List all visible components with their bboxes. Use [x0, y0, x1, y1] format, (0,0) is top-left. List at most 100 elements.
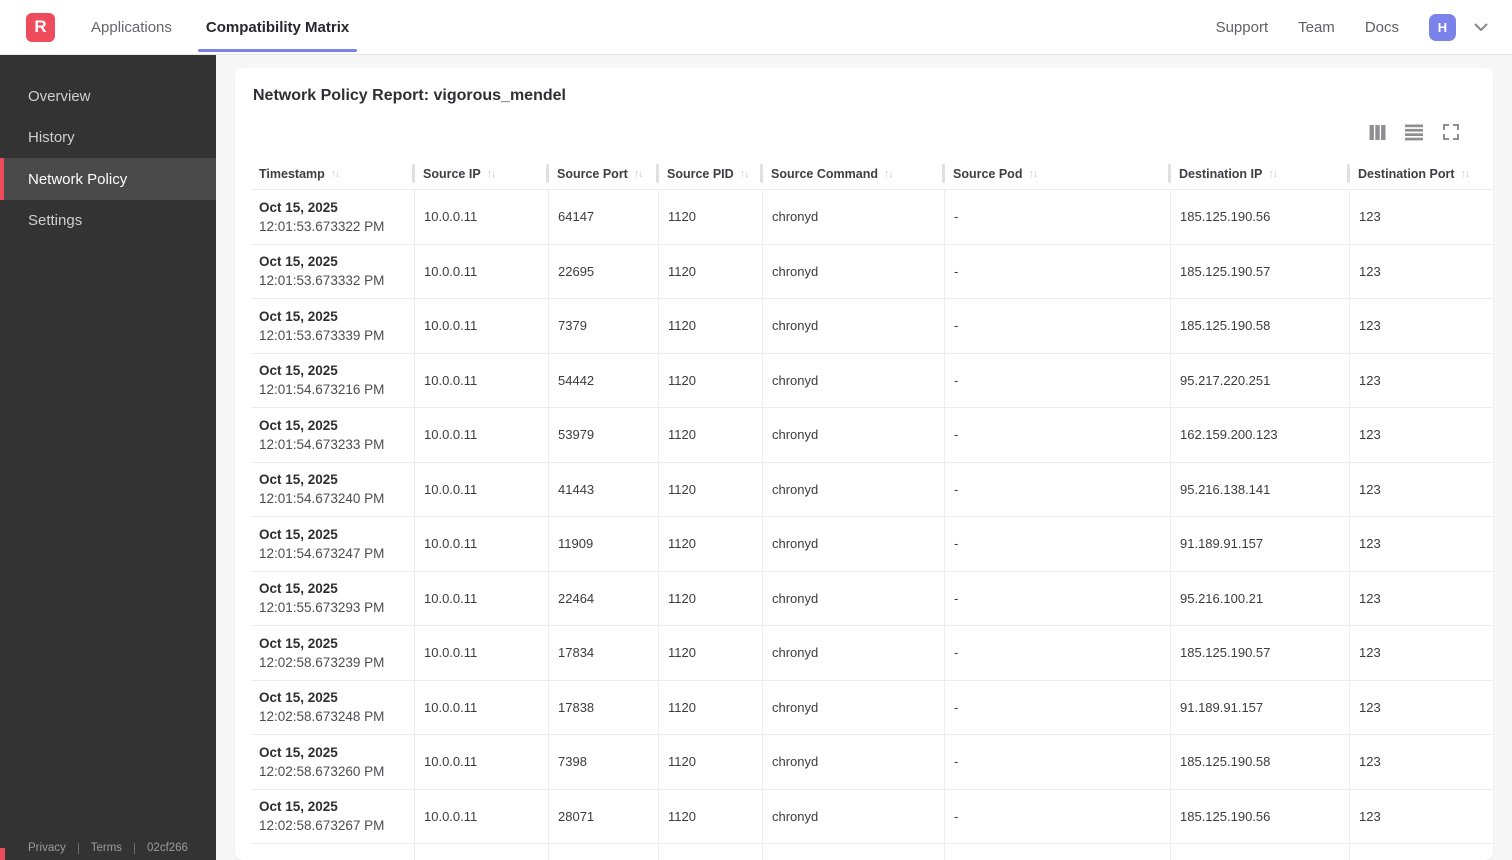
sidebar-item-label: Network Policy — [28, 170, 128, 188]
table-row: Oct 15, 2025 12:01:53.673332 PM 10.0.0.1… — [251, 244, 1493, 299]
terms-link[interactable]: Terms — [90, 842, 123, 854]
cell-source-ip: 10.0.0.11 — [414, 190, 548, 244]
timestamp-time: 12:01:54.673240 PM — [259, 491, 385, 507]
cell-dest-port: 123 — [1349, 190, 1493, 244]
cell-source-ip: 10.0.0.11 — [414, 789, 548, 843]
sidebar-item-label: Overview — [28, 88, 91, 105]
sort-icon[interactable]: ↑↓ — [633, 167, 643, 180]
top-navbar: R Applications Compatibility Matrix Supp… — [0, 0, 1512, 55]
table-row-partial: Oct 15, 2025 — [251, 844, 1493, 860]
footer-divider — [77, 842, 79, 854]
cell-dest-ip: 185.125.190.57 — [1170, 244, 1349, 298]
timestamp-date: Oct 15, 2025 — [259, 526, 338, 542]
column-header[interactable]: Source PID ↑↓ — [656, 158, 762, 189]
column-header-label: Source PID — [667, 166, 734, 181]
timestamp-time: 12:02:58.673248 PM — [259, 709, 385, 725]
cell-source-port: 7398 — [548, 735, 658, 789]
cell-source-pod: - — [944, 190, 1170, 244]
app-logo[interactable]: R — [26, 12, 55, 42]
cell-dest-port: 123 — [1349, 408, 1493, 462]
timestamp-date: Oct 15, 2025 — [259, 799, 338, 815]
column-header[interactable]: Source Port ↑↓ — [546, 158, 658, 189]
cell-source-port: 41443 — [548, 462, 658, 516]
row-density-button[interactable] — [1405, 123, 1423, 141]
column-header[interactable]: Timestamp ↑↓ — [251, 158, 414, 189]
table-row: Oct 15, 2025 12:02:58.673260 PM 10.0.0.1… — [251, 735, 1493, 790]
sort-icon[interactable]: ↑↓ — [330, 167, 340, 180]
timestamp-time: 12:01:53.673322 PM — [259, 218, 385, 234]
fullscreen-icon — [1443, 124, 1459, 140]
nav-link[interactable]: Docs — [1364, 18, 1399, 36]
cell-source-pod: - — [944, 789, 1170, 843]
cell-source-ip: 10.0.0.11 — [414, 680, 548, 734]
cell-dest-ip: 95.217.220.251 — [1170, 353, 1349, 407]
cell-dest-ip: 95.216.100.21 — [1170, 571, 1349, 625]
cell-source-pid: 1120 — [658, 299, 762, 353]
cell-source-pod: - — [944, 735, 1170, 789]
sidebar-item[interactable]: Overview — [0, 76, 216, 117]
sidebar-item[interactable]: Network Policy — [0, 158, 216, 200]
sidebar-item[interactable]: Settings — [0, 200, 216, 241]
timestamp-time: 12:01:54.673247 PM — [259, 545, 385, 561]
column-header-label: Source Port — [557, 166, 628, 181]
nav-tab-label: Compatibility Matrix — [205, 18, 350, 36]
sidebar-item[interactable]: History — [0, 117, 216, 158]
cell-source-pid: 1120 — [658, 462, 762, 516]
cell-source-pid: 1120 — [658, 244, 762, 298]
column-header[interactable]: Source IP ↑↓ — [412, 158, 548, 189]
columns-view-button[interactable] — [1368, 123, 1386, 141]
sidebar-item-label: Settings — [28, 212, 83, 229]
nav-link[interactable]: Team — [1298, 18, 1335, 36]
sort-icon[interactable]: ↑↓ — [1268, 167, 1277, 180]
cell-dest-ip: 91.189.91.157 — [1170, 517, 1349, 571]
cell-timestamp: Oct 15, 2025 12:01:53.673339 PM — [251, 299, 414, 353]
cell-source-command: chronyd — [762, 735, 944, 789]
cell-timestamp: Oct 15, 2025 12:01:54.673233 PM — [251, 408, 414, 462]
timestamp-date: Oct 15, 2025 — [259, 363, 338, 379]
table-row: Oct 15, 2025 12:01:54.673216 PM 10.0.0.1… — [251, 353, 1493, 408]
cell-source-command: chronyd — [762, 680, 944, 734]
sort-icon[interactable]: ↑↓ — [1460, 167, 1470, 180]
column-header[interactable]: Destination Port ↑↓ — [1347, 158, 1493, 189]
timestamp-date: Oct 15, 2025 — [259, 581, 338, 597]
cell-dest-ip: 185.125.190.56 — [1170, 789, 1349, 843]
column-header[interactable]: Source Pod ↑↓ — [942, 158, 1170, 189]
table-header-row: Timestamp ↑↓ Source IP ↑↓ Source Port ↑↓… — [251, 158, 1493, 190]
cell-source-command: chronyd — [762, 299, 944, 353]
timestamp-time: 12:02:58.673260 PM — [259, 763, 385, 779]
cell-source-ip: 10.0.0.11 — [414, 626, 548, 680]
cell-timestamp: Oct 15, 2025 12:01:54.673216 PM — [251, 354, 414, 408]
column-header[interactable]: Destination IP ↑↓ — [1168, 158, 1349, 189]
sort-icon[interactable]: ↑↓ — [1028, 167, 1037, 180]
cell-source-pid: 1120 — [658, 789, 762, 843]
cell-timestamp: Oct 15, 2025 12:02:58.673267 PM — [251, 790, 414, 844]
user-avatar[interactable]: H — [1429, 13, 1456, 41]
cell-source-pid: 1120 — [658, 190, 762, 244]
cell-source-command — [762, 844, 944, 860]
columns-icon — [1369, 124, 1386, 141]
cell-source-pid: 1120 — [658, 680, 762, 734]
cell-source-ip: 10.0.0.11 — [414, 299, 548, 353]
column-header-label: Destination Port — [1358, 166, 1455, 181]
sidebar: Overview History Network Policy Settings… — [0, 55, 216, 860]
table-row: Oct 15, 2025 12:01:53.673339 PM 10.0.0.1… — [251, 299, 1493, 354]
cell-source-port: 17834 — [548, 626, 658, 680]
cell-source-pod: - — [944, 408, 1170, 462]
fullscreen-button[interactable] — [1442, 123, 1460, 141]
sort-icon[interactable]: ↑↓ — [739, 167, 749, 180]
cell-source-ip: 10.0.0.11 — [414, 517, 548, 571]
cell-source-command: chronyd — [762, 789, 944, 843]
rows-icon — [1405, 124, 1423, 141]
sort-icon[interactable]: ↑↓ — [486, 167, 496, 180]
timestamp-date: Oct 15, 2025 — [259, 635, 338, 651]
column-header[interactable]: Source Command ↑↓ — [760, 158, 944, 189]
timestamp-time: 12:01:55.673293 PM — [259, 600, 385, 616]
chevron-down-icon[interactable] — [1474, 23, 1488, 32]
nav-link[interactable]: Support — [1215, 18, 1269, 36]
timestamp-time: 12:02:58.673267 PM — [259, 818, 385, 834]
privacy-link[interactable]: Privacy — [28, 842, 66, 854]
nav-tab[interactable]: Compatibility Matrix — [197, 0, 358, 54]
nav-tab[interactable]: Applications — [91, 0, 172, 54]
sort-icon[interactable]: ↑↓ — [883, 167, 893, 180]
cell-source-ip: 10.0.0.11 — [414, 571, 548, 625]
